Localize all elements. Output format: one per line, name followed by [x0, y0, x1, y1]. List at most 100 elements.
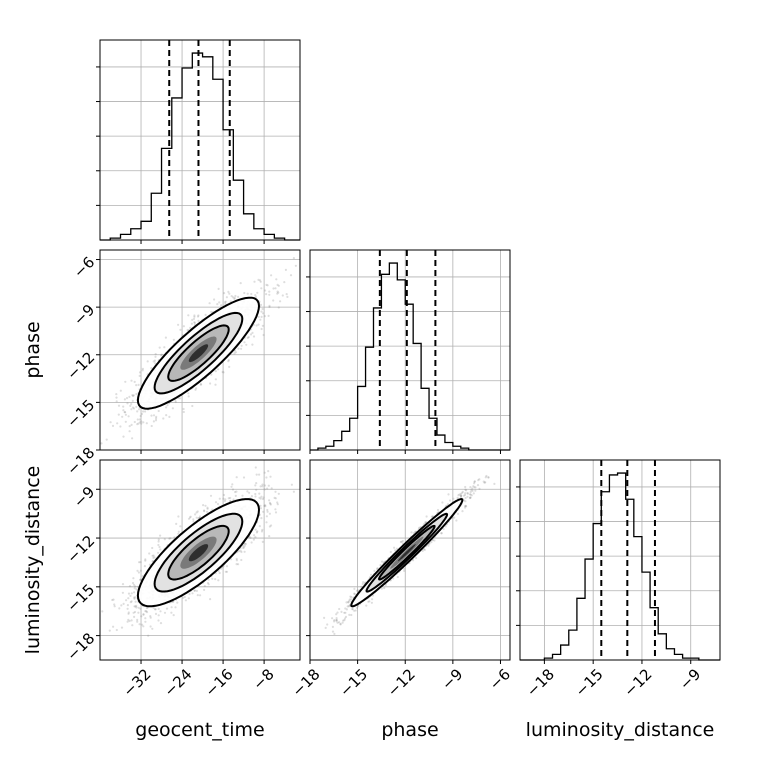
sample-point [128, 425, 131, 428]
sample-point [134, 600, 137, 603]
sample-point [270, 274, 273, 277]
sample-point [326, 623, 329, 626]
sample-point [159, 622, 163, 625]
sample-point [157, 543, 160, 547]
sample-point [148, 552, 151, 555]
sample-point [203, 588, 206, 592]
sample-point [453, 516, 456, 519]
sample-point [131, 399, 134, 402]
sample-point [133, 587, 136, 590]
sample-point [116, 422, 119, 425]
sample-point [225, 570, 229, 573]
sample-point [145, 611, 149, 614]
sample-point [125, 397, 129, 400]
sample-point [124, 413, 127, 416]
sample-point [137, 606, 140, 609]
sample-point [464, 506, 467, 509]
sample-point [214, 378, 217, 381]
sample-point [229, 496, 232, 500]
sample-point [142, 613, 145, 616]
sample-point [230, 295, 233, 298]
sample-point [276, 503, 279, 506]
sample-point [187, 597, 190, 600]
sample-point [261, 324, 264, 327]
sample-point [136, 618, 139, 622]
sample-point [135, 604, 138, 608]
panel-luminosity-distance-vs-geocent-time-contour-1 [153, 512, 244, 593]
sample-point [168, 537, 171, 540]
sample-point [263, 488, 266, 491]
sample-point [242, 546, 246, 549]
sample-point [273, 496, 276, 499]
sample-point [264, 504, 267, 507]
sample-point [265, 521, 268, 524]
sample-point [149, 616, 152, 619]
sample-point [289, 274, 293, 277]
panel-luminosity-distance-vs-geocent-time-contour-2 [167, 524, 230, 581]
sample-point [132, 577, 135, 580]
sample-point [214, 501, 218, 504]
sample-point [126, 604, 129, 607]
sample-point [141, 369, 144, 372]
sample-point [231, 488, 235, 491]
sample-point [193, 314, 196, 317]
sample-point [174, 606, 177, 609]
sample-point [268, 293, 271, 296]
sample-point [194, 513, 197, 516]
sample-point [250, 495, 253, 498]
sample-point [259, 497, 262, 500]
sample-point [267, 314, 270, 317]
sample-point [209, 382, 212, 385]
sample-point [255, 324, 258, 327]
sample-point [222, 497, 225, 500]
sample-point [198, 515, 202, 518]
sample-point [157, 538, 160, 541]
panel-phase-vs-geocent-time-density-level-4 [188, 344, 209, 363]
panel-luminosity-distance-vs-geocent-time-contour-0 [136, 498, 261, 608]
sample-point [140, 422, 143, 425]
sample-point [232, 296, 235, 299]
sample-point [224, 570, 227, 573]
panels-background [100, 40, 720, 660]
sample-point [285, 293, 288, 296]
sample-point [132, 583, 136, 586]
sample-point [122, 405, 125, 408]
sample-point [276, 283, 279, 286]
sample-point [153, 359, 156, 362]
sample-point [130, 402, 133, 406]
sample-point [174, 400, 177, 404]
sample-point [158, 346, 161, 349]
sample-point [243, 542, 246, 545]
sample-point [216, 502, 220, 506]
sample-point [136, 569, 139, 572]
sample-point [193, 589, 196, 592]
sample-point [163, 538, 166, 541]
sample-point [261, 485, 264, 488]
sample-point [233, 352, 236, 355]
sample-point [268, 535, 271, 538]
sample-point [254, 466, 257, 469]
sample-point [277, 284, 280, 287]
panel-luminosity-distance-vs-geocent-time-density-level-4 [188, 544, 209, 562]
sample-point [178, 397, 182, 400]
sample-point [137, 408, 141, 411]
sample-point [137, 422, 140, 425]
sample-point [192, 518, 195, 521]
sample-point [127, 612, 130, 615]
sample-point [206, 507, 209, 510]
sample-point [203, 509, 206, 512]
sample-point [155, 415, 158, 418]
sample-point [154, 608, 157, 611]
sample-point [242, 544, 245, 548]
sample-point [234, 490, 237, 494]
sample-point [252, 335, 256, 338]
sample-point [333, 632, 336, 636]
sample-point [145, 422, 148, 425]
sample-point [345, 608, 348, 611]
sample-point [268, 499, 271, 502]
sample-point [268, 512, 271, 515]
sample-point [259, 485, 262, 488]
sample-point [149, 615, 152, 618]
sample-point [187, 314, 190, 317]
sample-point [112, 598, 115, 601]
